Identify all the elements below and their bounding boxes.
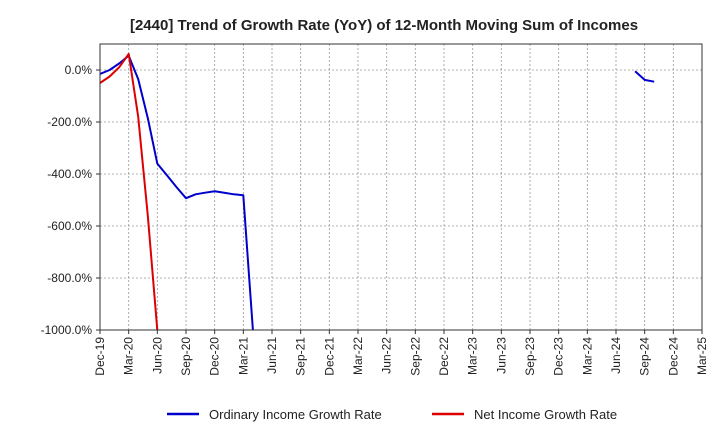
y-tick-label: -200.0% [47, 115, 92, 129]
y-tick-label: -400.0% [47, 167, 92, 181]
y-axis-ticks: 0.0% -200.0% -400.0% -600.0% -800.0% -1000.0% [41, 63, 100, 337]
chart-title: [2440] Trend of Growth Rate (YoY) of 12-… [130, 17, 638, 34]
x-tick-label: Dec-22 [437, 337, 451, 376]
series-lines [100, 52, 655, 330]
x-tick-label: Jun-24 [609, 337, 623, 374]
x-tick-label: Dec-24 [666, 337, 680, 376]
legend-label: Ordinary Income Growth Rate [209, 407, 382, 422]
grid [99, 44, 703, 331]
x-axis-ticks: Dec-19 Mar-20 Jun-20 Sep-20 Dec-20 Mar-21 Jun-… [93, 330, 709, 376]
x-tick-label: Dec-21 [322, 337, 336, 376]
x-tick-label: Jun-20 [150, 337, 164, 374]
x-tick-label: Mar-23 [466, 337, 480, 375]
series-line-net-income [100, 52, 159, 330]
y-tick-label: -600.0% [47, 219, 92, 233]
series-line-ordinary-income [100, 54, 254, 330]
x-tick-label: Jun-21 [265, 337, 279, 374]
x-tick-label: Sep-21 [294, 337, 308, 376]
legend-label: Net Income Growth Rate [474, 407, 617, 422]
x-tick-label: Mar-22 [351, 337, 365, 375]
x-tick-label: Sep-20 [179, 337, 193, 376]
x-tick-label: Mar-25 [695, 337, 709, 375]
x-tick-label: Sep-22 [408, 337, 422, 376]
y-tick-label: 0.0% [65, 63, 93, 77]
x-tick-label: Sep-23 [523, 337, 537, 376]
x-tick-label: Jun-23 [494, 337, 508, 374]
x-tick-label: Mar-21 [236, 337, 250, 375]
legend: Ordinary Income Growth Rate Net Income Gr… [167, 407, 617, 422]
y-tick-label: -1000.0% [41, 323, 93, 337]
x-tick-label: Mar-24 [580, 337, 594, 375]
y-tick-label: -800.0% [47, 271, 92, 285]
x-tick-label: Dec-20 [208, 337, 222, 376]
axes [99, 43, 703, 331]
plot-frame [99, 43, 703, 331]
x-tick-label: Mar-20 [122, 337, 136, 375]
x-tick-label: Jun-22 [380, 337, 394, 374]
x-tick-label: Dec-19 [93, 337, 107, 376]
series-line-ordinary-income [634, 70, 655, 83]
x-tick-label: Dec-23 [552, 337, 566, 376]
x-tick-label: Sep-24 [638, 337, 652, 376]
